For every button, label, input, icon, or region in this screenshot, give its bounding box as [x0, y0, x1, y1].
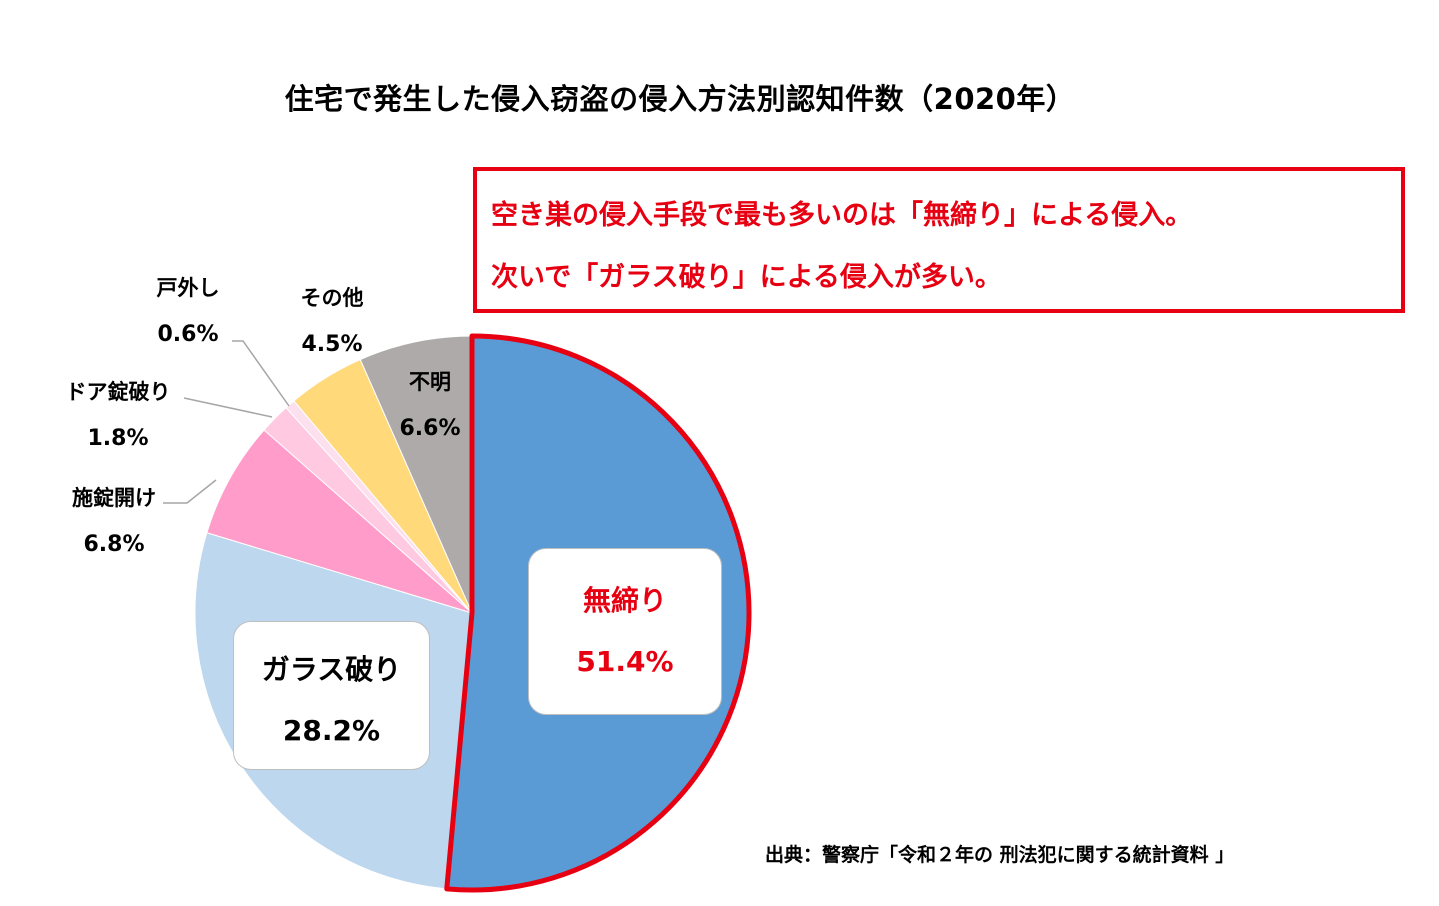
slice-label-name-6: 不明	[409, 370, 451, 394]
slice-label-pct-5: 4.5%	[301, 332, 363, 357]
slice-label-name-4: 戸外し	[156, 276, 220, 300]
slice-label-name-0: 無締り	[582, 584, 667, 617]
highlight-outline-0	[444, 333, 752, 893]
callout-box: 空き巣の侵入手段で最も多いのは「無締り」による侵入。 次いで「ガラス破り」による…	[473, 167, 1405, 313]
slice-label-2: 施錠開け 6.8%	[58, 482, 170, 557]
leader-lines	[163, 340, 290, 504]
slice-label-pct-1: 28.2%	[282, 714, 381, 747]
slice-label-name-2: 施錠開け	[72, 486, 156, 510]
slice-label-5: その他 4.5%	[284, 282, 380, 357]
source-note: 出典：警察庁「令和２年の 刑法犯に関する統計資料 」	[765, 844, 1235, 866]
slice-label-name-5: その他	[300, 286, 364, 310]
slice-label-6: 不明 6.6%	[382, 366, 478, 441]
slice-label-pct-6: 6.6%	[399, 416, 461, 441]
slice-label-pct-4: 0.6%	[157, 322, 219, 347]
chart-title: 住宅で発生した侵入窃盗の侵入方法別認知件数（2020年）	[284, 82, 1076, 116]
slice-label-pct-3: 1.8%	[87, 426, 149, 451]
slice-label-3: ドア錠破り 1.8%	[56, 376, 180, 451]
leader-line-2	[163, 479, 217, 504]
callout-line-2: 次いで「ガラス破り」による侵入が多い。	[491, 262, 1002, 293]
slice-label-pct-2: 6.8%	[83, 532, 145, 557]
leader-line-4	[232, 340, 290, 407]
slice-label-4: 戸外し 0.6%	[142, 272, 234, 347]
slice-label-box-0: 無締り 51.4%	[528, 548, 722, 715]
slice-label-name-3: ドア錠破り	[65, 380, 171, 404]
callout-line-1: 空き巣の侵入手段で最も多いのは「無締り」による侵入。	[491, 200, 1193, 231]
highlight-outline	[444, 333, 752, 893]
slice-label-name-1: ガラス破り	[261, 653, 402, 686]
slice-label-box-1: ガラス破り 28.2%	[233, 621, 430, 770]
pie-slice-2	[206, 429, 473, 614]
leader-line-3	[183, 397, 273, 418]
slice-label-pct-0: 51.4%	[576, 645, 674, 678]
